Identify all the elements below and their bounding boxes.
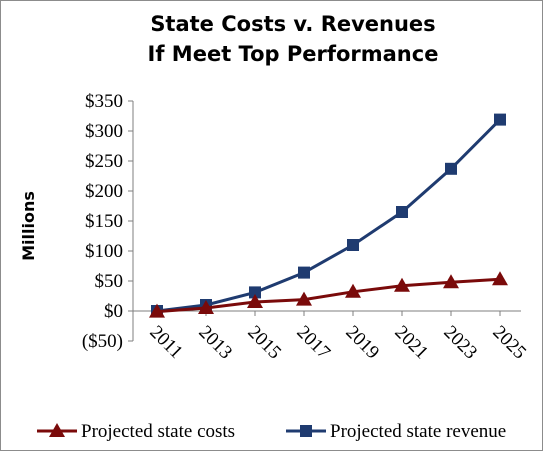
x-tick-label: 2011: [145, 322, 186, 363]
legend-item-projected-state-revenue: Projected state revenue: [286, 421, 506, 442]
legend-item-projected-state-costs: Projected state costs: [37, 421, 235, 442]
chart-title-line-1: State Costs v. Revenues: [150, 12, 435, 36]
x-tick-label: 2017: [292, 322, 334, 364]
x-tick-label: 2021: [390, 322, 432, 364]
series-projected-state-costs: [149, 271, 508, 318]
data-point-projected-state-costs: [198, 300, 214, 314]
data-point-projected-state-revenue: [347, 239, 359, 251]
chart-title-line-2: If Meet Top Performance: [148, 42, 439, 66]
series-line-projected-state-costs: [156, 277, 501, 314]
data-point-projected-state-costs: [149, 303, 165, 318]
axes: [132, 101, 521, 341]
x-tick-label: 2015: [243, 322, 285, 364]
series-line-projected-state-revenue: [156, 118, 502, 313]
data-point-projected-state-revenue: [445, 162, 457, 175]
y-tick-label: $200: [85, 181, 123, 202]
data-point-projected-state-costs: [345, 283, 361, 298]
x-tick-label: 2013: [194, 322, 236, 364]
x-tick-labels: 2011 2013 2015 2017 2019 2021 2023 2025: [145, 311, 530, 363]
y-tick-label: $250: [85, 151, 123, 172]
data-point-projected-state-revenue: [396, 206, 408, 218]
y-tick-label: $300: [85, 121, 123, 142]
data-point-projected-state-costs: [296, 291, 312, 306]
legend-marker: [49, 423, 65, 437]
y-tick-label: $350: [85, 91, 123, 112]
data-point-projected-state-costs: [492, 271, 508, 286]
legend: Projected state costs Projected state rev…: [37, 421, 506, 442]
data-point-projected-state-costs: [394, 277, 410, 292]
y-tick-label: $0: [104, 301, 123, 322]
data-point-projected-state-revenue: [298, 266, 310, 279]
x-tick-label: 2019: [341, 322, 383, 364]
y-tick-label: $150: [85, 211, 123, 232]
x-tick-label: 2025: [488, 322, 530, 364]
legend-label: Projected state revenue: [330, 421, 506, 442]
data-point-projected-state-costs: [247, 294, 263, 308]
y-tick-labels: ($50) $0 $50 $100 $150 $200 $250 $300 $350: [82, 91, 133, 352]
y-tick-label: ($50): [82, 331, 123, 352]
series-group: [149, 113, 508, 318]
legend-label: Projected state costs: [81, 421, 235, 442]
data-point-projected-state-revenue: [249, 286, 261, 299]
data-point-projected-state-costs: [443, 274, 459, 289]
y-tick-label: $100: [85, 241, 123, 262]
y-tick-label: $50: [95, 271, 124, 292]
y-axis-label: Millions: [19, 191, 38, 261]
data-point-projected-state-revenue: [494, 113, 506, 126]
legend-marker: [300, 425, 312, 437]
x-tick-label: 2023: [439, 322, 481, 364]
